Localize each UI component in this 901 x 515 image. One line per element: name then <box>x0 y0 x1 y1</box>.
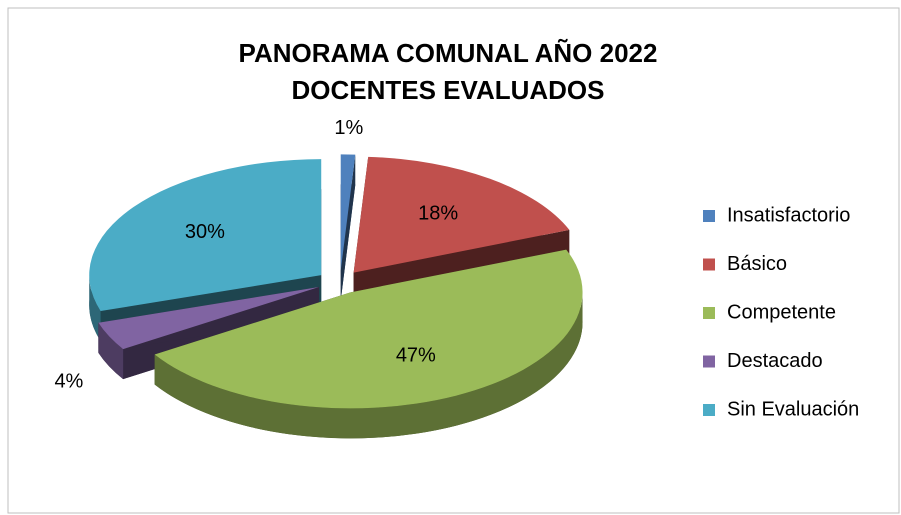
data-label: 4% <box>54 371 83 393</box>
data-label: 30% <box>185 221 225 243</box>
slice-cut-side <box>340 154 356 301</box>
slice <box>353 156 570 273</box>
legend-label: Insatisfactorio <box>727 204 850 226</box>
slice <box>340 154 356 271</box>
legend-label: Básico <box>727 253 787 275</box>
legend-swatch <box>703 307 715 319</box>
legend-label: Sin Evaluación <box>727 398 859 420</box>
data-label: 47% <box>396 345 436 367</box>
legend-swatch <box>703 404 715 416</box>
legend-label: Competente <box>727 301 836 323</box>
slice <box>98 286 320 350</box>
slice <box>154 249 583 439</box>
legend-swatch <box>703 355 715 368</box>
slice-wall <box>89 275 101 342</box>
slice <box>340 154 356 301</box>
chart-subtitle: DOCENTES EVALUADOS <box>292 75 605 105</box>
slice <box>89 159 322 312</box>
legend-swatch <box>703 210 715 222</box>
legend-swatch <box>703 258 715 271</box>
data-label: 1% <box>334 117 363 139</box>
slice-wall <box>154 292 583 439</box>
data-label: 18% <box>418 203 458 225</box>
legend-label: Destacado <box>727 350 823 372</box>
chart-title: PANORAMA COMUNAL AÑO 2022 <box>239 38 658 68</box>
slice-wall <box>98 322 124 380</box>
slice <box>154 249 583 409</box>
